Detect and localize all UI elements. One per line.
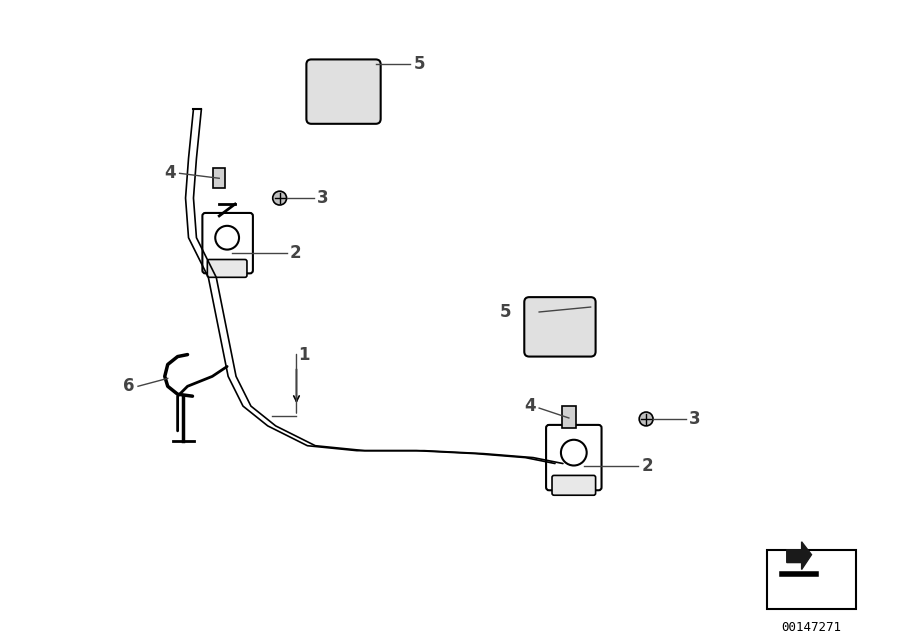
Bar: [767, 550, 856, 609]
Text: 3: 3: [318, 189, 328, 207]
FancyBboxPatch shape: [525, 297, 596, 357]
Text: 3: 3: [688, 410, 700, 428]
FancyBboxPatch shape: [207, 259, 247, 277]
Text: 6: 6: [123, 377, 135, 396]
Text: 1: 1: [299, 345, 310, 364]
Text: 5: 5: [500, 303, 511, 321]
Bar: [562, 406, 576, 428]
FancyBboxPatch shape: [546, 425, 601, 490]
Circle shape: [273, 191, 286, 205]
Text: 2: 2: [290, 244, 302, 261]
FancyBboxPatch shape: [552, 476, 596, 495]
FancyBboxPatch shape: [202, 213, 253, 273]
Bar: [213, 169, 225, 188]
Polygon shape: [787, 542, 812, 569]
Text: 00147271: 00147271: [781, 621, 842, 634]
Text: 4: 4: [165, 164, 176, 183]
Text: 2: 2: [641, 457, 652, 474]
FancyBboxPatch shape: [306, 59, 381, 124]
Text: 5: 5: [413, 55, 425, 73]
Circle shape: [639, 412, 653, 426]
Text: 4: 4: [525, 397, 535, 415]
